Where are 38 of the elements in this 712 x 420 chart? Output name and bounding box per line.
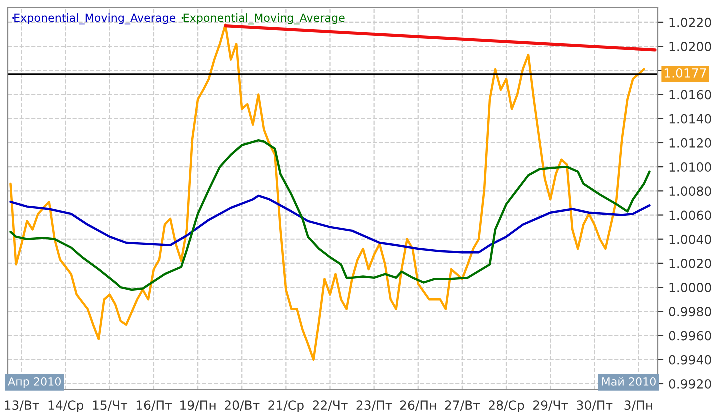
x-tick-label: 14/Ср (48, 400, 84, 413)
x-tick-label: 16/Пт (136, 400, 172, 412)
legend-label: Exponential_Moving_Average (184, 14, 345, 25)
x-tick-label: 27/Вт (445, 400, 480, 412)
y-tick-label: 1.0080 (670, 186, 712, 196)
ref-line-label: 1.0177 (664, 68, 706, 78)
x-tick-label: 15/Чт (93, 400, 128, 412)
y-tick-label: 0.9980 (669, 307, 712, 317)
y-tick-label: 0.9960 (669, 331, 712, 341)
y-tick-label: 1.0200 (670, 42, 712, 52)
x-tick-label: 29/Чт (534, 400, 568, 412)
y-tick-label: 1.0020 (670, 258, 712, 268)
x-tick-label: 13/Вт (5, 400, 40, 412)
y-tick-label: 1.0120 (670, 138, 712, 148)
x-tick-label: 3/Пн (624, 400, 652, 412)
y-tick-label: 1.0000 (670, 283, 712, 292)
x-tick-label: 30/Пт (577, 400, 613, 412)
y-tick-label: 1.0060 (670, 210, 712, 220)
x-tick-label: 20/Вт (225, 400, 260, 412)
line-series (10, 139, 651, 292)
x-tick-label: 26/Пн (400, 400, 436, 412)
legend-label: Exponential_Moving_Average (14, 14, 176, 25)
y-tick-label: 1.0140 (670, 114, 712, 124)
x-tick-label: 22/Чт (313, 400, 348, 412)
y-tick-label: 0.9920 (669, 379, 712, 389)
y-tick-label: 1.0160 (670, 90, 712, 100)
y-tick-label: 1.0100 (670, 162, 712, 172)
line-series (10, 194, 651, 254)
annotation: Май 2010 (602, 377, 656, 386)
line-series (10, 24, 646, 361)
x-tick-label: 21/Ср (268, 400, 304, 413)
x-tick-label: 19/Пн (180, 400, 216, 412)
y-tick-label: 0.9940 (669, 355, 712, 365)
x-tick-label: 28/Ср (489, 400, 524, 413)
x-tick-label: 23/Пт (356, 400, 392, 412)
y-tick-label: 1.0220 (670, 18, 712, 28)
annotation: Апр 2010 (8, 378, 61, 388)
y-tick-label: 1.0040 (670, 234, 712, 244)
